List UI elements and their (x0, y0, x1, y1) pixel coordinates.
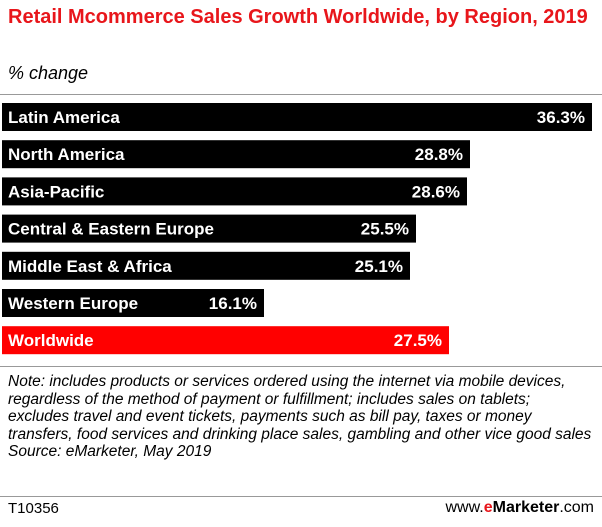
chart-note: Note: includes products or services orde… (8, 373, 592, 443)
bar-asia-pacific (2, 177, 467, 206)
bar-western-europe (2, 289, 264, 317)
value-label-middle-east-africa: 25.1% (355, 257, 403, 276)
category-label-asia-pacific: Asia-Pacific (8, 182, 104, 201)
chart-source: Source: eMarketer, May 2019 (8, 443, 212, 461)
value-label-latin-america: 36.3% (537, 108, 585, 127)
chart-id: T10356 (8, 500, 59, 517)
bar-latin-america (2, 103, 592, 131)
bar-chart: Latin America 36.3% North America 28.8% Asia… (2, 103, 592, 355)
bar-middle-east-africa (2, 251, 410, 280)
brand-logo[interactable]: www.eMarketer.com (445, 499, 594, 517)
brand-suffix: .com (559, 499, 594, 516)
middle-divider (0, 366, 602, 367)
bar-central-eastern-europe (2, 214, 416, 243)
category-label-western-europe: Western Europe (8, 294, 138, 313)
brand-e: e (483, 499, 493, 516)
chart-subtitle: % change (8, 63, 89, 83)
brand-name: Marketer (492, 499, 560, 516)
bottom-divider (0, 496, 602, 497)
value-label-north-america: 28.8% (415, 145, 463, 164)
value-label-western-europe: 16.1% (209, 294, 257, 313)
chart-note-block: Note: includes products or services orde… (8, 373, 593, 461)
bar-worldwide (2, 326, 449, 355)
value-label-asia-pacific: 28.6% (412, 182, 460, 201)
chart-title: Retail Mcommerce Sales Growth Worldwide,… (8, 6, 588, 28)
category-label-worldwide: Worldwide (8, 331, 94, 350)
value-label-worldwide: 27.5% (394, 331, 442, 350)
top-divider (0, 94, 602, 95)
brand-prefix: www. (445, 499, 484, 516)
category-label-middle-east-africa: Middle East & Africa (8, 257, 172, 276)
category-label-latin-america: Latin America (8, 108, 120, 127)
bar-north-america (2, 140, 470, 169)
value-label-central-eastern-europe: 25.5% (361, 220, 409, 239)
category-label-central-eastern-europe: Central & Eastern Europe (8, 220, 214, 239)
category-label-north-america: North America (8, 145, 125, 164)
